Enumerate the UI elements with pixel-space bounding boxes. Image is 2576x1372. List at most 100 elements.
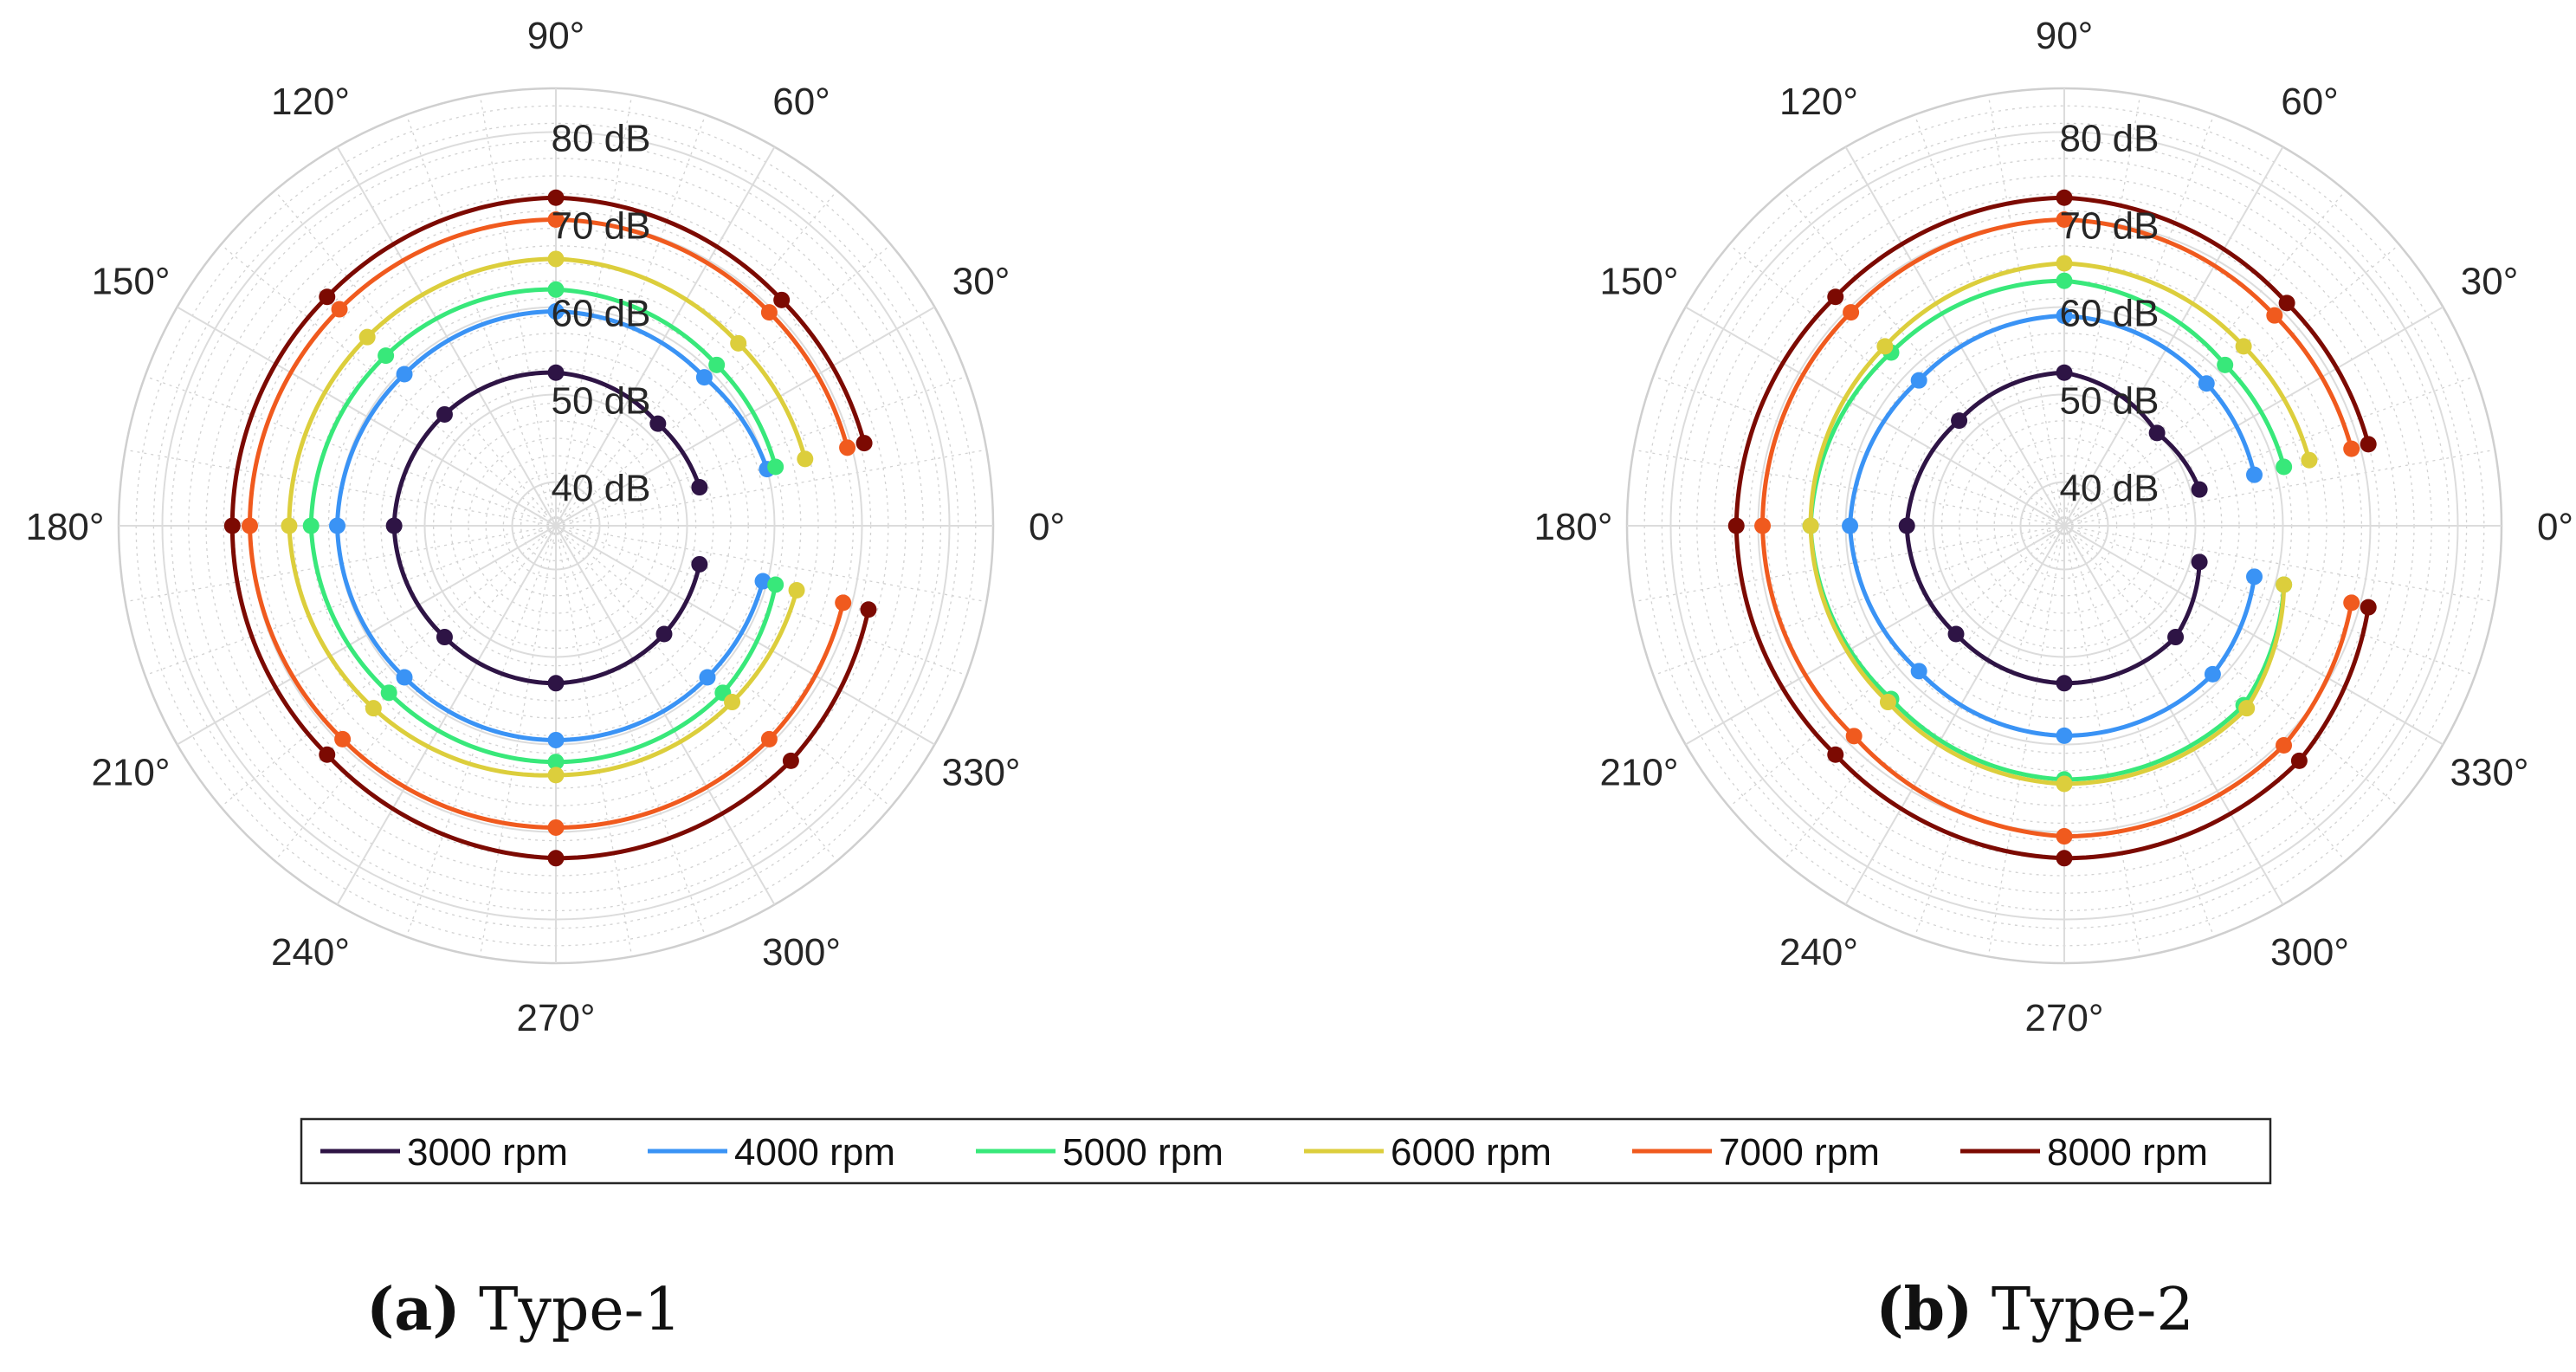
angular-tick-label: 240° (1779, 931, 1858, 974)
major-grid-spoke (336, 146, 557, 527)
legend-entry: 6000 rpm (1304, 1131, 1552, 1174)
data-point (2191, 553, 2208, 571)
data-point (547, 754, 565, 771)
data-point (2343, 594, 2360, 612)
data-point (1910, 663, 1927, 680)
data-point (2148, 424, 2166, 442)
data-point (2276, 458, 2293, 476)
data-point (396, 669, 413, 686)
data-point (547, 850, 565, 867)
series-4000-rpm (329, 303, 776, 748)
legend-label: 7000 rpm (1719, 1131, 1880, 1174)
data-point (2235, 338, 2252, 355)
radial-tick-label: 60 dB (552, 293, 651, 335)
data-point (385, 517, 403, 534)
major-grid-spoke (555, 306, 935, 527)
caption-b-label: (b) (1876, 1275, 1972, 1344)
angular-tick-label: 60° (2281, 81, 2339, 123)
polar-plot-type-2: 40 dB 50 dB 60 dB 70 dB 80 dB 0° 30° 60° 90° 120… (1533, 15, 2573, 1039)
radial-tick-label: 50 dB (2060, 380, 2160, 423)
major-grid-spoke (177, 306, 557, 527)
data-point (699, 669, 716, 686)
legend-label: 3000 rpm (407, 1131, 568, 1174)
data-point (754, 573, 772, 590)
data-point (649, 415, 667, 432)
radial-tick-label: 40 dB (2060, 468, 2160, 510)
legend-entry: 7000 rpm (1632, 1131, 1880, 1174)
data-point (788, 582, 805, 599)
angular-tick-label: 270° (2024, 997, 2103, 1039)
data-point (835, 594, 852, 612)
data-point (2056, 189, 2073, 206)
data-point (1845, 728, 1863, 745)
data-point (547, 819, 565, 836)
data-point (2056, 828, 2073, 845)
major-grid-spoke (177, 525, 557, 746)
data-point (860, 601, 877, 618)
major-grid-spoke (2063, 525, 2444, 746)
data-point (1947, 625, 1965, 643)
data-point (547, 211, 565, 228)
data-point (695, 369, 713, 386)
major-grid-spoke (1844, 525, 2065, 905)
data-point (281, 517, 298, 534)
data-point (547, 250, 565, 268)
angular-tick-label: 240° (271, 931, 350, 974)
data-point (242, 517, 258, 534)
data-point (547, 675, 565, 692)
series-layer (1727, 189, 2377, 867)
series-7000-rpm (242, 211, 856, 836)
data-point (334, 730, 352, 747)
data-point (782, 752, 799, 769)
angular-tick-labels: 0° 30° 60° 90° 120° 150° 180° 210° 240° 270° 300° 3… (1533, 15, 2573, 1039)
angular-tick-label: 60° (772, 81, 830, 123)
data-point (691, 555, 708, 573)
angular-tick-label: 30° (952, 261, 1010, 303)
angular-tick-label: 120° (1779, 81, 1858, 123)
radial-tick-label: 40 dB (552, 468, 651, 510)
radial-tick-label: 70 dB (552, 205, 651, 248)
data-point (302, 517, 320, 534)
series-3000-rpm (1898, 364, 2208, 692)
data-point (1727, 517, 1745, 534)
data-point (2167, 629, 2185, 646)
major-grid-spoke (555, 525, 776, 905)
radial-tick-label: 50 dB (552, 380, 651, 423)
data-point (2056, 850, 2073, 867)
data-point (1951, 412, 1968, 430)
major-grid-spoke (2063, 525, 2284, 905)
data-point (378, 347, 395, 365)
data-point (2056, 727, 2073, 744)
angular-tick-labels: 0° 30° 60° 90° 120° 150° 180° 210° 240° 270° 300° 3… (25, 15, 1065, 1039)
data-point (1843, 304, 1860, 321)
angular-tick-label: 120° (271, 81, 350, 123)
angular-tick-label: 210° (91, 752, 170, 794)
data-point (1842, 517, 1859, 534)
data-point (797, 450, 814, 468)
data-point (760, 730, 778, 747)
data-point (767, 576, 784, 593)
angular-tick-label: 270° (516, 997, 595, 1039)
series-8000-rpm (223, 189, 877, 867)
legend-entry: 8000 rpm (1960, 1131, 2208, 1174)
legend-label: 8000 rpm (2047, 1131, 2208, 1174)
data-point (2056, 675, 2073, 692)
major-grid-spoke (555, 146, 776, 527)
data-point (730, 334, 747, 352)
data-point (365, 700, 382, 717)
data-point (547, 189, 565, 206)
angular-tick-label: 330° (2450, 752, 2529, 794)
data-point (2056, 775, 2073, 793)
angular-tick-label: 90° (527, 15, 585, 57)
data-point (2217, 356, 2234, 373)
data-point (223, 517, 241, 534)
data-point (2301, 451, 2318, 469)
legend-entry: 5000 rpm (976, 1131, 1223, 1174)
series-layer (223, 189, 877, 867)
angular-tick-label: 300° (762, 931, 841, 974)
data-point (358, 328, 376, 346)
data-point (547, 731, 565, 748)
angular-tick-label: 0° (1029, 506, 1065, 548)
series-4000-rpm (1842, 307, 2263, 744)
